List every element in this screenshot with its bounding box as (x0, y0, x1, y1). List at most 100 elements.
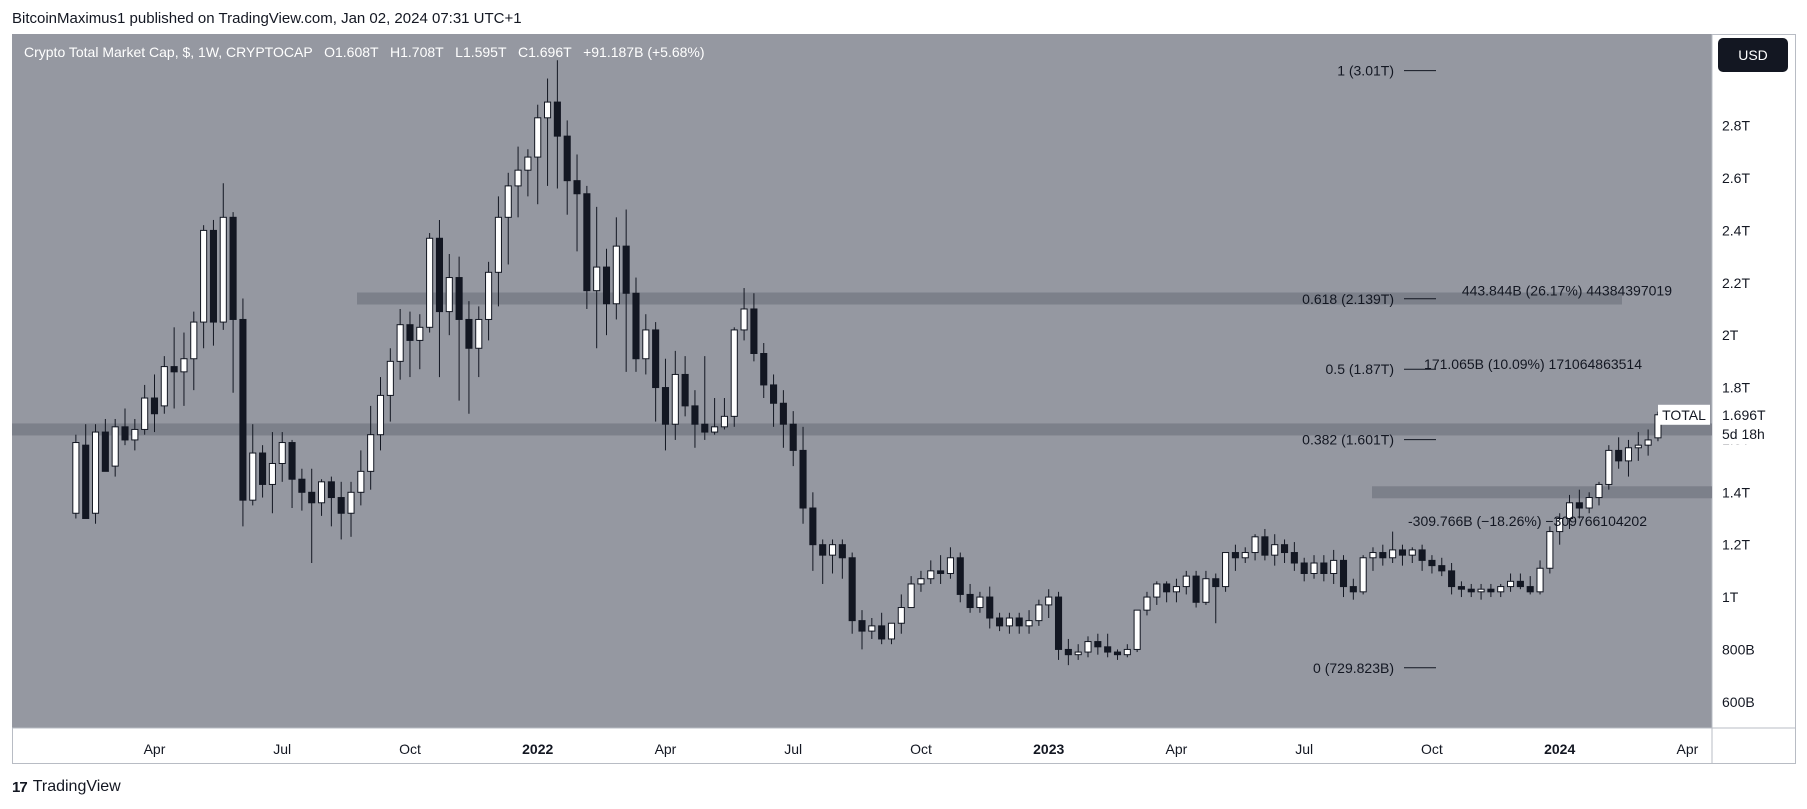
candle (1212, 573, 1220, 624)
candle-body (416, 326, 424, 341)
candle (347, 481, 355, 537)
candle (1231, 544, 1239, 571)
candle-body (1330, 559, 1338, 574)
candle-body (504, 185, 512, 218)
candle (406, 311, 414, 378)
candle (1487, 583, 1495, 598)
price-tick-label: 2.4T (1722, 222, 1750, 238)
candle-body (1585, 497, 1593, 509)
candle (1634, 432, 1642, 461)
candles (72, 60, 1662, 666)
candle (259, 445, 267, 498)
candle-body (1536, 567, 1544, 593)
candle-body (1615, 449, 1623, 462)
fib-level-label: 1 (3.01T) (1337, 63, 1394, 79)
candle-body (445, 277, 453, 313)
price-tick-label: 1.8T (1722, 380, 1750, 396)
fib-level-label: 0 (729.823B) (1313, 660, 1394, 676)
candle (966, 583, 974, 613)
candle (996, 612, 1004, 632)
candle (1595, 481, 1603, 506)
candle-body (1339, 559, 1348, 588)
candle-body (150, 397, 159, 415)
low-label: L (455, 44, 463, 60)
candle-body (1035, 604, 1043, 622)
candle (494, 196, 502, 307)
candle (819, 539, 827, 584)
time-axis[interactable]: Apr Jul Oct 2022 Apr Jul Oct 2023 Apr Jul Oct 2024 A… (144, 741, 1699, 757)
candle-body (1310, 562, 1318, 574)
candle (524, 149, 532, 197)
candle (1202, 570, 1210, 605)
candle-body (917, 578, 925, 585)
candle (1310, 555, 1318, 579)
candle-body (1271, 544, 1279, 556)
candle (809, 492, 817, 571)
candle (583, 185, 591, 309)
candle-body (1025, 620, 1033, 627)
candle-body (494, 216, 502, 273)
candlestick-chart[interactable]: 1 (3.01T) 0.618 (2.139T) 0.5 (1.87T) 0.382 … (12, 34, 1796, 764)
candle-body (691, 405, 699, 425)
price-tick-label: 2.6T (1722, 170, 1750, 186)
symbol-tag-box (1658, 404, 1710, 425)
candle (111, 418, 119, 477)
candle (1182, 570, 1190, 595)
candle-body (612, 245, 620, 305)
candle-body (376, 394, 385, 436)
candle (1536, 560, 1544, 595)
candle-body (1064, 648, 1072, 656)
candle-body (327, 481, 335, 499)
candle-body (386, 360, 394, 396)
price-tick-label: 1T (1722, 589, 1739, 605)
currency-button[interactable]: USD (1718, 38, 1788, 72)
candle (671, 350, 679, 440)
candle (91, 424, 100, 524)
candle (593, 206, 601, 349)
candle-body (1104, 646, 1112, 653)
candle (544, 78, 552, 186)
candle (956, 552, 964, 603)
candle (573, 154, 581, 252)
candle-body (1418, 549, 1426, 561)
time-tick-label: Apr (144, 741, 166, 757)
candle-body (711, 426, 719, 433)
price-axis[interactable]: 2.8T2.6T2.4T2.2T2T1.8T1.6T1.4T1.2T1T800B… (1722, 118, 1755, 710)
candle-body (1379, 552, 1387, 559)
tradingview-brand[interactable]: 17 TradingView (12, 778, 121, 796)
candle (1300, 557, 1308, 582)
candle (131, 418, 139, 451)
candle-body (72, 442, 80, 514)
candle (1575, 489, 1583, 519)
candle (268, 432, 276, 514)
candle-body (730, 329, 738, 417)
candle-body (101, 431, 109, 472)
change-value: +91.187B (+5.68%) (583, 44, 705, 60)
candle-body (671, 373, 679, 425)
symbol-name: Crypto Total Market Cap, $, 1W, CRYPTOCA… (24, 44, 313, 60)
candle (239, 298, 247, 527)
candle-body (141, 397, 149, 430)
time-tick-label: Oct (1421, 741, 1443, 757)
candle (1526, 576, 1534, 595)
candle-body (602, 266, 611, 305)
fib-level-label: 0.382 (1.601T) (1302, 432, 1394, 448)
time-tick-label: Oct (910, 741, 932, 757)
candle-body (1015, 617, 1023, 627)
time-tick-label: Oct (399, 741, 421, 757)
candle-body (907, 583, 915, 609)
candle-body (966, 593, 974, 609)
candle (376, 377, 385, 451)
candle-body (317, 481, 326, 504)
candle (1457, 581, 1465, 598)
time-tick-label: Jul (784, 741, 802, 757)
candle (730, 327, 738, 427)
candle-body (229, 216, 237, 320)
candle-body (1045, 596, 1053, 606)
candle (907, 576, 915, 609)
candle (1163, 581, 1171, 603)
candle (1565, 494, 1574, 529)
candle (720, 398, 728, 430)
candle (534, 104, 542, 205)
candle (1251, 534, 1259, 561)
